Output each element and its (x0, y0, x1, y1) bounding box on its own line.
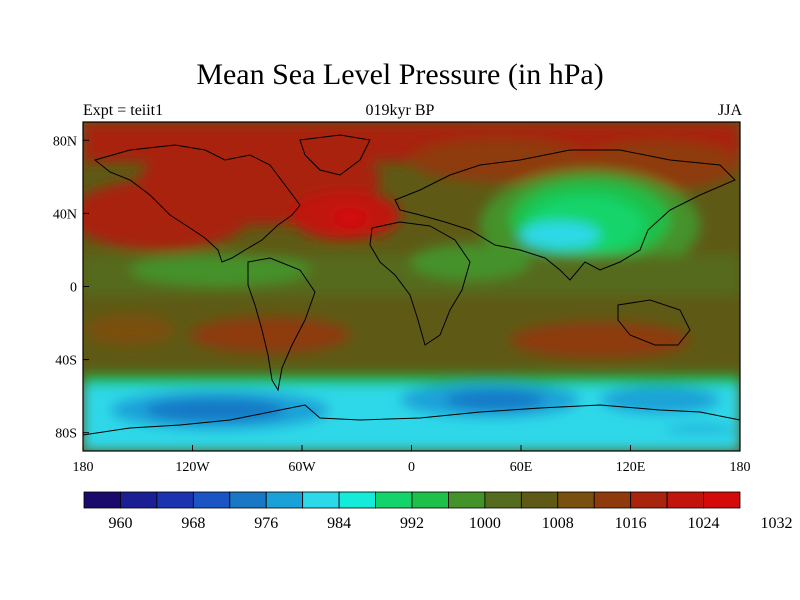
x-tick-label: 120W (175, 460, 210, 475)
y-tick-label: 40N (53, 207, 77, 222)
south-america-coast (247, 257, 316, 392)
colorbar-label: 1000 (469, 515, 501, 532)
north-america-coast (93, 144, 301, 263)
coastlines (83, 134, 740, 436)
eurasia-coast (394, 149, 736, 281)
colorbar-label: 992 (400, 515, 424, 532)
period-label: 019kyr BP (365, 102, 435, 119)
x-tick-label: 180 (73, 460, 94, 475)
colorbar-swatch (229, 491, 267, 509)
colorbar-swatch (338, 491, 376, 509)
colorbar-swatch (375, 491, 413, 509)
colorbar-swatch (484, 491, 522, 509)
colorbar-swatch (156, 491, 194, 509)
antarctica-coast (83, 404, 740, 436)
colorbar: 960968976984992100010081016102410321040 (83, 491, 792, 532)
colorbar-swatch (520, 491, 559, 509)
colorbar-swatch (192, 491, 231, 509)
colorbar-label: 1024 (688, 515, 720, 532)
latitude-axis: 80N 40N 0 40S 80S (53, 134, 89, 442)
colorbar-swatch (265, 491, 304, 509)
x-tick-label: 180 (730, 460, 751, 475)
colorbar-label: 1032 (760, 515, 792, 532)
pressure-field (83, 122, 740, 451)
map-title: Mean Sea Level Pressure (in hPa) (196, 58, 604, 91)
greenland-coast (299, 134, 371, 176)
y-tick-label: 0 (70, 281, 77, 296)
colorbar-swatch (83, 491, 121, 509)
y-tick-label: 80N (53, 134, 77, 149)
x-tick-label: 120E (616, 460, 646, 475)
colorbar-swatch (120, 491, 158, 509)
colorbar-swatch (557, 491, 595, 509)
colorbar-label: 1016 (615, 515, 647, 532)
longitude-axis: 180 120W 60W 0 60E 120E 180 (73, 445, 751, 475)
colorbar-swatch (302, 491, 340, 509)
colorbar-label: 1008 (542, 515, 574, 532)
colorbar-label: 968 (181, 515, 205, 532)
season-label: JJA (717, 102, 742, 119)
colorbar-swatch (703, 491, 741, 509)
experiment-label: Expt = teiit1 (83, 102, 164, 119)
colorbar-swatch (666, 491, 704, 509)
y-tick-label: 40S (55, 354, 77, 369)
colorbar-swatch (411, 491, 449, 509)
colorbar-label: 960 (108, 515, 132, 532)
colorbar-swatch (448, 491, 486, 509)
x-tick-label: 60E (510, 460, 533, 475)
colorbar-swatch (630, 491, 668, 509)
colorbar-label: 976 (254, 515, 278, 532)
x-tick-label: 0 (408, 460, 415, 475)
x-tick-label: 60W (288, 460, 316, 475)
africa-coast (369, 221, 471, 346)
australia-coast (617, 299, 691, 346)
y-tick-label: 80S (55, 427, 77, 442)
colorbar-swatch (593, 491, 632, 509)
colorbar-label: 984 (327, 515, 351, 532)
